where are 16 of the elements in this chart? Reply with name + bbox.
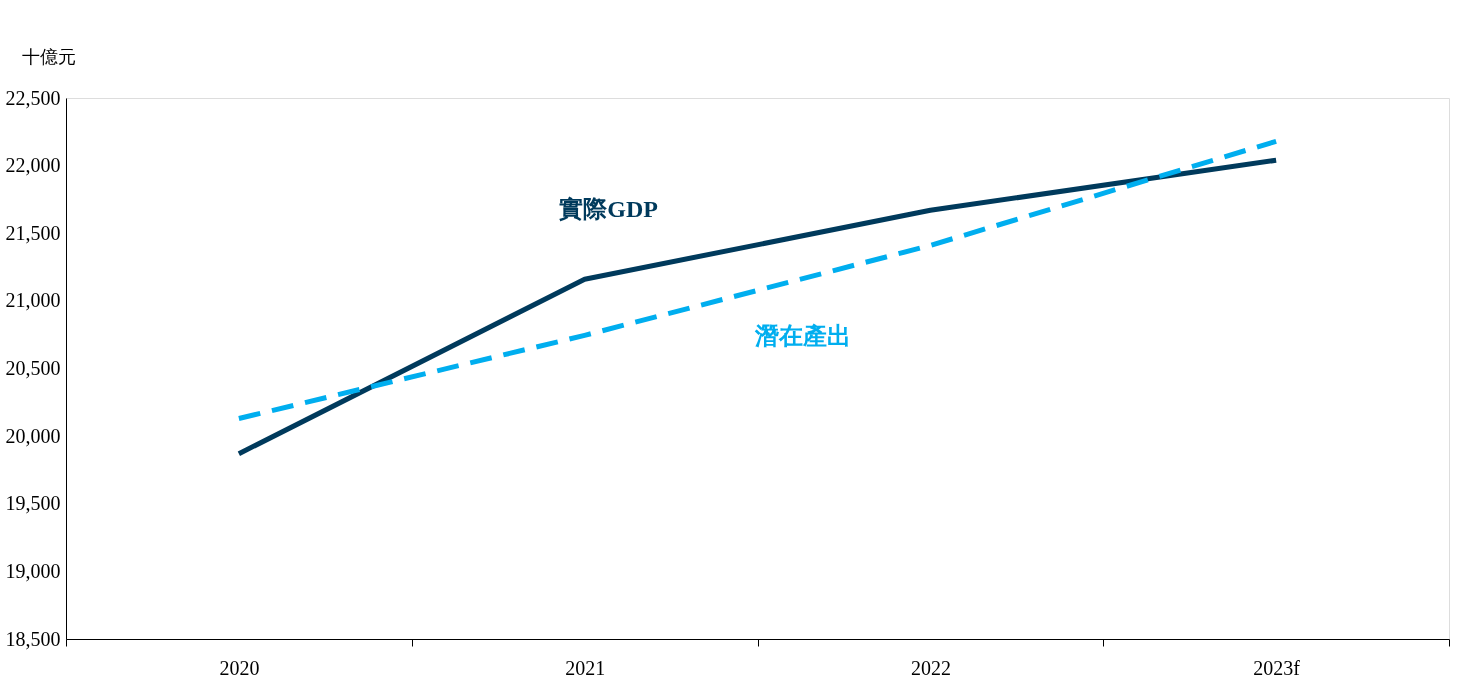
x-tick-label: 2023f — [1253, 656, 1301, 679]
x-tick-label: 2021 — [565, 656, 606, 679]
y-tick-label: 20,500 — [5, 357, 61, 379]
y-tick-label: 22,000 — [5, 154, 61, 177]
series-label: 潛在產出 — [754, 322, 851, 349]
y-tick-label: 21,500 — [5, 221, 61, 244]
y-tick-label: 19,500 — [5, 492, 61, 515]
y-tick-label: 20,000 — [5, 424, 61, 447]
series-label: 實際GDP — [559, 196, 659, 223]
y-tick-label: 22,500 — [5, 86, 61, 109]
y-tick-label: 21,000 — [5, 289, 61, 312]
x-tick-label: 2020 — [219, 656, 260, 679]
x-tick-label: 2022 — [910, 656, 951, 679]
y-axis-title: 十億元 — [21, 46, 76, 67]
y-tick-label: 19,000 — [5, 559, 61, 582]
y-tick-label: 18,500 — [5, 627, 61, 650]
